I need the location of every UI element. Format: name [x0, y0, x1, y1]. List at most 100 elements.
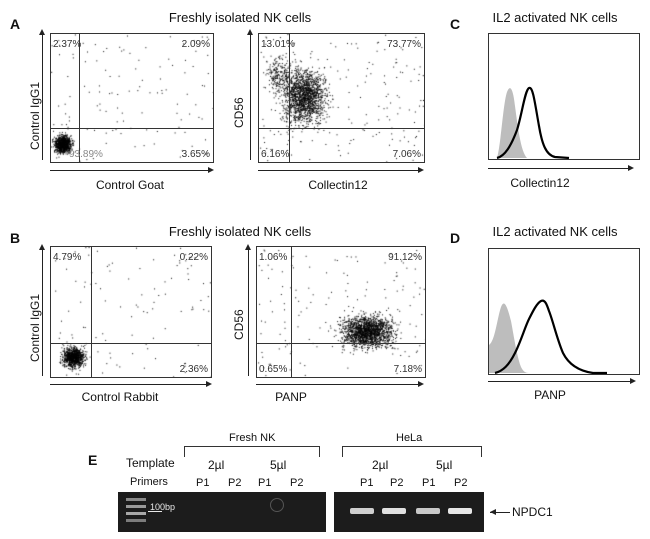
quadrant-ur-percent: 91.12%	[388, 252, 422, 263]
group-bracket-fresh-nk	[184, 446, 320, 457]
row-label-template: Template	[126, 456, 175, 470]
quadrant-ll-percent: 0.65%	[259, 364, 288, 375]
quadrant-ul-percent: 2.37%	[53, 39, 82, 50]
quadrant-ul-percent: 1.06%	[259, 252, 288, 263]
quadrant-ll-percent: 6.16%	[261, 149, 290, 160]
quadrant-lr-percent: 7.18%	[393, 364, 422, 375]
primer-label: P2	[228, 477, 242, 489]
quadrant-ur-percent: 0.22%	[179, 252, 208, 263]
panel-b-title: Freshly isolated NK cells	[168, 224, 312, 239]
panel-letter-b: B	[10, 230, 21, 246]
dot-cloud	[51, 34, 213, 162]
x-axis-label: Collectin12	[308, 178, 368, 192]
group-label-fresh-nk: Fresh NK	[229, 432, 276, 444]
panel-letter-c: C	[450, 16, 461, 32]
primer-label: P1	[360, 477, 374, 489]
x-axis-label: Collectin12	[510, 176, 570, 190]
primer-label: P1	[422, 477, 436, 489]
histogram-c	[488, 33, 640, 160]
group-bracket-hela	[342, 446, 482, 457]
panel-a-title: Freshly isolated NK cells	[168, 10, 312, 25]
x-axis-label: PANP	[534, 388, 566, 402]
scatter-plot-a-control: 2.37% 2.09% 93.89% 3.65%	[50, 33, 214, 163]
isotype-control-peak	[489, 303, 529, 373]
pcr-band	[448, 508, 472, 514]
histogram-d	[488, 248, 640, 375]
ladder-band	[126, 519, 146, 522]
primer-label: P2	[290, 477, 304, 489]
quadrant-ll-percent: 93.89%	[69, 149, 103, 160]
panel-letter-e: E	[88, 452, 98, 468]
histogram-c-plot	[489, 86, 570, 160]
ladder-band	[126, 498, 146, 501]
ladder-band	[126, 512, 146, 515]
x-axis-arrow	[50, 167, 214, 173]
ladder-pointer-arrow	[148, 511, 162, 512]
gel-image-hela	[334, 492, 484, 532]
x-axis-label: Control Rabbit	[81, 390, 159, 404]
volume-label: 2µl	[208, 458, 225, 472]
isotype-control-peak	[489, 88, 527, 158]
histogram-d-plot	[489, 299, 607, 375]
quadrant-lr-percent: 3.65%	[181, 149, 210, 160]
gel-image-fresh-nk: 100bp	[118, 492, 326, 532]
y-axis-label: Control IgG1	[28, 293, 42, 362]
gel-artifact-ring	[270, 498, 284, 512]
group-label-hela: HeLa	[396, 432, 423, 444]
quadrant-lr-percent: 2.36%	[179, 364, 208, 375]
dot-cloud	[259, 34, 424, 162]
y-axis-label: CD56	[232, 309, 246, 340]
quadrant-ul-percent: 4.79%	[53, 252, 82, 263]
panp-peak	[494, 299, 607, 375]
quadrant-gate-horizontal	[51, 128, 213, 129]
quadrant-gate-horizontal	[259, 128, 424, 129]
ladder-size-label: 100bp	[150, 502, 176, 512]
dot-cloud	[51, 247, 211, 377]
y-axis-label: Control IgG1	[28, 81, 42, 150]
quadrant-ur-percent: 73.77%	[387, 39, 421, 50]
band-pointer-arrowhead	[490, 509, 496, 515]
x-axis-label: PANP	[275, 390, 307, 404]
panel-c-title: IL2 activated NK cells	[492, 10, 618, 25]
scatter-plot-b-panp: 1.06% 91.12% 0.65% 7.18%	[256, 246, 426, 378]
x-axis-label: Control Goat	[95, 178, 165, 192]
quadrant-gate-horizontal	[51, 343, 211, 344]
volume-label: 5µl	[436, 458, 453, 472]
pcr-band	[416, 508, 440, 514]
quadrant-gate-vertical	[289, 34, 290, 162]
y-axis-label: CD56	[232, 97, 246, 128]
scatter-plot-b-control: 4.79% 0.22% 2.36%	[50, 246, 212, 378]
quadrant-gate-vertical	[91, 247, 92, 377]
dot-cloud	[257, 247, 425, 377]
quadrant-ul-percent: 13.01%	[261, 39, 295, 50]
panel-letter-d: D	[450, 230, 461, 246]
quadrant-gate-vertical	[291, 247, 292, 377]
x-axis-arrow	[50, 381, 212, 387]
primer-label: P1	[196, 477, 210, 489]
x-axis-arrow	[488, 378, 636, 384]
quadrant-gate-vertical	[79, 34, 80, 162]
panel-letter-a: A	[10, 16, 21, 32]
collectin12-peak	[496, 86, 570, 160]
primer-label: P2	[390, 477, 404, 489]
volume-label: 2µl	[372, 458, 389, 472]
quadrant-lr-percent: 7.06%	[392, 149, 421, 160]
x-axis-arrow	[256, 381, 424, 387]
row-label-primers: Primers	[130, 476, 168, 488]
ladder-band	[126, 505, 146, 508]
volume-label: 5µl	[270, 458, 287, 472]
primer-label: P1	[258, 477, 272, 489]
scatter-plot-a-collectin12: 13.01% 73.77% 6.16% 7.06%	[258, 33, 425, 163]
y-axis-arrow	[247, 29, 253, 160]
panel-d-title: IL2 activated NK cells	[492, 224, 618, 239]
y-axis-arrow	[39, 244, 45, 376]
primer-label: P2	[454, 477, 468, 489]
x-axis-arrow	[258, 167, 424, 173]
band-label-npdc1: NPDC1	[512, 505, 553, 519]
x-axis-arrow	[488, 165, 634, 171]
quadrant-gate-horizontal	[257, 343, 425, 344]
band-pointer-arrow	[490, 512, 510, 513]
pcr-band	[382, 508, 406, 514]
y-axis-arrow	[245, 244, 251, 376]
quadrant-ur-percent: 2.09%	[181, 39, 210, 50]
